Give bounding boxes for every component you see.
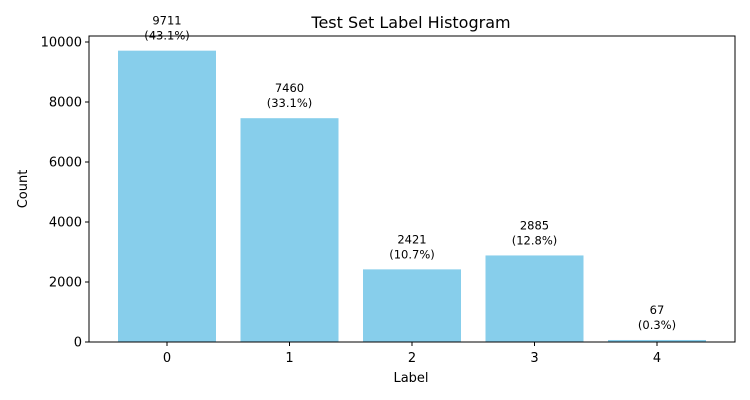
x-tick-label: 1 bbox=[285, 351, 293, 366]
bar bbox=[363, 269, 461, 342]
bar bbox=[240, 118, 339, 342]
chart-title: Test Set Label Histogram bbox=[310, 13, 510, 32]
data-label-percent: (12.8%) bbox=[512, 233, 558, 247]
data-label-percent: (0.3%) bbox=[638, 318, 676, 332]
axes-frame bbox=[88, 35, 736, 343]
y-tick-label: 10000 bbox=[41, 36, 82, 51]
bar bbox=[118, 50, 216, 343]
data-label-count: 2421 bbox=[397, 232, 426, 246]
x-tick-label: 4 bbox=[653, 351, 661, 366]
y-axis-label: Count bbox=[16, 170, 31, 209]
data-label-count: 67 bbox=[650, 303, 665, 317]
plot-area: 020004000600080001000009711(43.1%)17460(… bbox=[41, 14, 706, 366]
data-label-count: 9711 bbox=[152, 14, 181, 28]
y-tick-label: 2000 bbox=[49, 276, 82, 291]
data-label-percent: (33.1%) bbox=[267, 96, 313, 110]
bar bbox=[608, 339, 706, 342]
data-label-count: 2885 bbox=[520, 218, 549, 232]
x-tick-label: 0 bbox=[163, 351, 171, 366]
y-tick-label: 4000 bbox=[49, 216, 82, 231]
y-tick-label: 6000 bbox=[49, 156, 82, 171]
data-label-count: 7460 bbox=[275, 81, 304, 95]
y-tick-label: 0 bbox=[74, 336, 82, 351]
x-tick-label: 2 bbox=[408, 351, 416, 366]
y-tick-label: 8000 bbox=[49, 96, 82, 111]
x-tick-label: 3 bbox=[530, 351, 538, 366]
x-axis-label: Label bbox=[393, 371, 428, 386]
data-label-percent: (10.7%) bbox=[389, 247, 435, 261]
bar bbox=[485, 255, 584, 342]
